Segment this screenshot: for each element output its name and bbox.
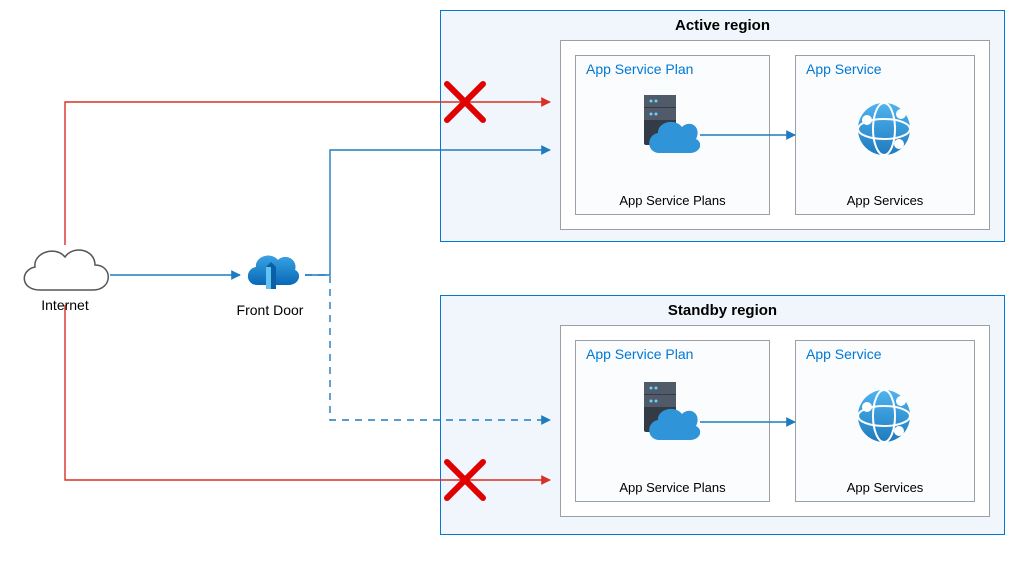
front-door-icon	[240, 245, 300, 300]
standby-svc-label: App Services	[796, 480, 974, 495]
active-svc-label: App Services	[796, 193, 974, 208]
standby-plan-label: App Service Plans	[576, 480, 769, 495]
internet-label: Internet	[25, 297, 105, 313]
active-plan-label: App Service Plans	[576, 193, 769, 208]
active-plan-title: App Service Plan	[586, 61, 693, 77]
standby-plan-title: App Service Plan	[586, 346, 693, 362]
standby-region-title: Standby region	[441, 302, 1004, 319]
standby-svc-title: App Service	[806, 346, 881, 362]
front-door-label: Front Door	[230, 302, 310, 318]
app-service-icon-standby	[855, 387, 913, 445]
app-service-plan-icon-standby	[638, 382, 700, 452]
app-service-icon-active	[855, 100, 913, 158]
app-service-plan-icon-active	[638, 95, 700, 165]
active-svc-title: App Service	[806, 61, 881, 77]
internet-cloud-icon	[15, 235, 115, 305]
active-region-title: Active region	[441, 17, 1004, 34]
diagram-canvas: Active region App Service Plan App Servi…	[0, 0, 1027, 567]
